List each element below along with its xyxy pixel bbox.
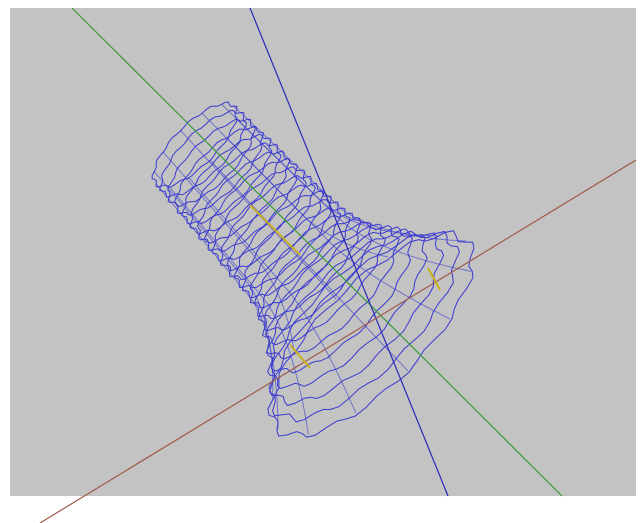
meridian <box>233 105 467 242</box>
red-axis <box>39 159 637 523</box>
meridian <box>201 112 389 258</box>
meridian <box>168 185 309 435</box>
ring <box>269 230 445 407</box>
marker <box>249 204 301 256</box>
scene-background <box>10 8 636 496</box>
ring <box>257 216 373 332</box>
meridian <box>155 183 279 430</box>
ring <box>219 175 316 272</box>
meridian <box>179 129 337 300</box>
meridian <box>209 159 409 372</box>
marker <box>289 344 311 369</box>
meridian <box>220 103 436 237</box>
ring <box>181 133 273 225</box>
green-axis <box>71 7 563 497</box>
blue-axis <box>249 7 449 497</box>
meridian <box>153 170 274 399</box>
wireframe-bell <box>151 101 475 438</box>
meridian <box>188 176 357 414</box>
ring <box>167 118 256 207</box>
ring <box>264 224 400 360</box>
marker <box>427 267 441 291</box>
meridian <box>162 151 295 352</box>
markers <box>249 204 441 369</box>
ring <box>267 230 475 438</box>
